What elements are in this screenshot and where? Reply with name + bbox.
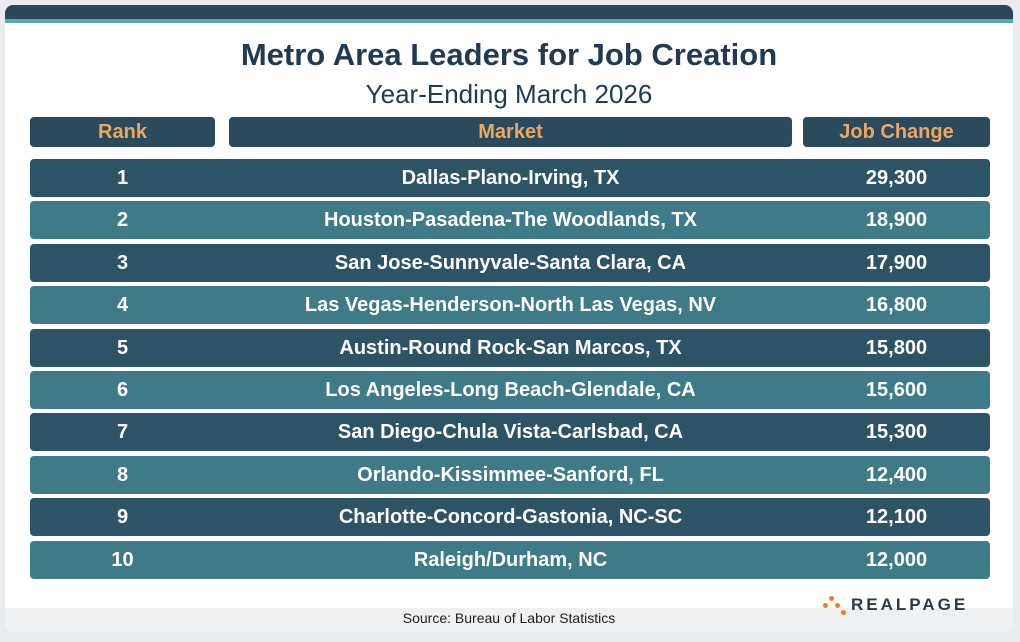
market-cell: Las Vegas-Henderson-North Las Vegas, NV	[304, 294, 717, 317]
card: Metro Area Leaders for Job Creation Year…	[5, 5, 1013, 632]
market-cell: San Diego-Chula Vista-Carlsbad, CA	[337, 421, 684, 444]
rank-cell: 3	[116, 251, 129, 274]
subtitle: Year-Ending March 2026	[365, 79, 653, 109]
rank-cell: 1	[116, 167, 129, 189]
rank-cell: 5	[116, 336, 129, 359]
column-header: Job Change	[803, 117, 990, 147]
table-row: 5 Austin-Round Rock-San Marcos, TX 15,800	[30, 328, 990, 367]
column-header: Market	[229, 117, 792, 147]
logo-dot	[829, 596, 834, 601]
job-change-cell: 12,400	[865, 463, 928, 486]
top-bar	[5, 5, 1013, 23]
logo-dot	[823, 603, 828, 608]
rank-cell: 2	[116, 209, 129, 232]
table-row: 8 Orlando-Kissimmee-Sanford, FL 12,400	[30, 455, 990, 494]
rank-cell: 4	[116, 294, 129, 317]
market-cell: San Jose-Sunnyvale-Santa Clara, CA	[334, 251, 687, 274]
job-change-cell: 29,300	[865, 167, 928, 189]
job-change-cell: 16,800	[865, 294, 928, 317]
rank-cell: 9	[116, 506, 129, 529]
column-header: Rank	[30, 117, 215, 147]
job-change-cell: 17,900	[865, 251, 928, 274]
table-row: 6 Los Angeles-Long Beach-Glendale, CA 15,6…	[30, 371, 990, 409]
logo-dot	[841, 610, 846, 615]
market-cell: Houston-Pasadena-The Woodlands, TX	[324, 209, 697, 232]
table-row: 3 San Jose-Sunnyvale-Santa Clara, CA 17,90…	[30, 243, 990, 282]
rank-cell: 8	[116, 463, 129, 486]
market-cell: Orlando-Kissimmee-Sanford, FL	[357, 463, 664, 486]
job-change-cell: 15,300	[865, 421, 928, 444]
table-row: 9 Charlotte-Concord-Gastonia, NC-SC 12,100	[30, 498, 990, 537]
table-row: 2 Houston-Pasadena-The Woodlands, TX 18,90…	[30, 201, 990, 240]
job-change-cell: 12,100	[865, 506, 928, 529]
market-cell: Dallas-Plano-Irving, TX	[401, 167, 620, 189]
rank-cell: 7	[116, 421, 129, 444]
logo-dot	[835, 603, 840, 608]
job-change-cell: 18,900	[865, 209, 928, 232]
market-cell: Charlotte-Concord-Gastonia, NC-SC	[338, 506, 683, 529]
table-row: 1 Dallas-Plano-Irving, TX 29,300	[30, 159, 990, 197]
table-row: 10 Raleigh/Durham, NC 12,000	[30, 540, 990, 579]
rank-cell: 6	[116, 379, 129, 401]
rank-cell: 10	[111, 548, 134, 571]
job-change-cell: 15,600	[865, 379, 928, 401]
market-cell: Los Angeles-Long Beach-Glendale, CA	[325, 379, 696, 401]
market-cell: Raleigh/Durham, NC	[413, 548, 608, 571]
job-change-cell: 15,800	[865, 336, 928, 359]
table-row: 7 San Diego-Chula Vista-Carlsbad, CA 15,30…	[30, 413, 990, 452]
table-row: 4 Las Vegas-Henderson-North Las Vegas, NV…	[30, 286, 990, 325]
source: Source: Bureau of Labor Statistics	[402, 610, 616, 626]
title: Metro Area Leaders for Job Creation	[240, 37, 778, 72]
logo: REALPAGE	[851, 595, 969, 614]
job-change-cell: 12,000	[865, 548, 928, 571]
market-cell: Austin-Round Rock-San Marcos, TX	[339, 336, 682, 359]
